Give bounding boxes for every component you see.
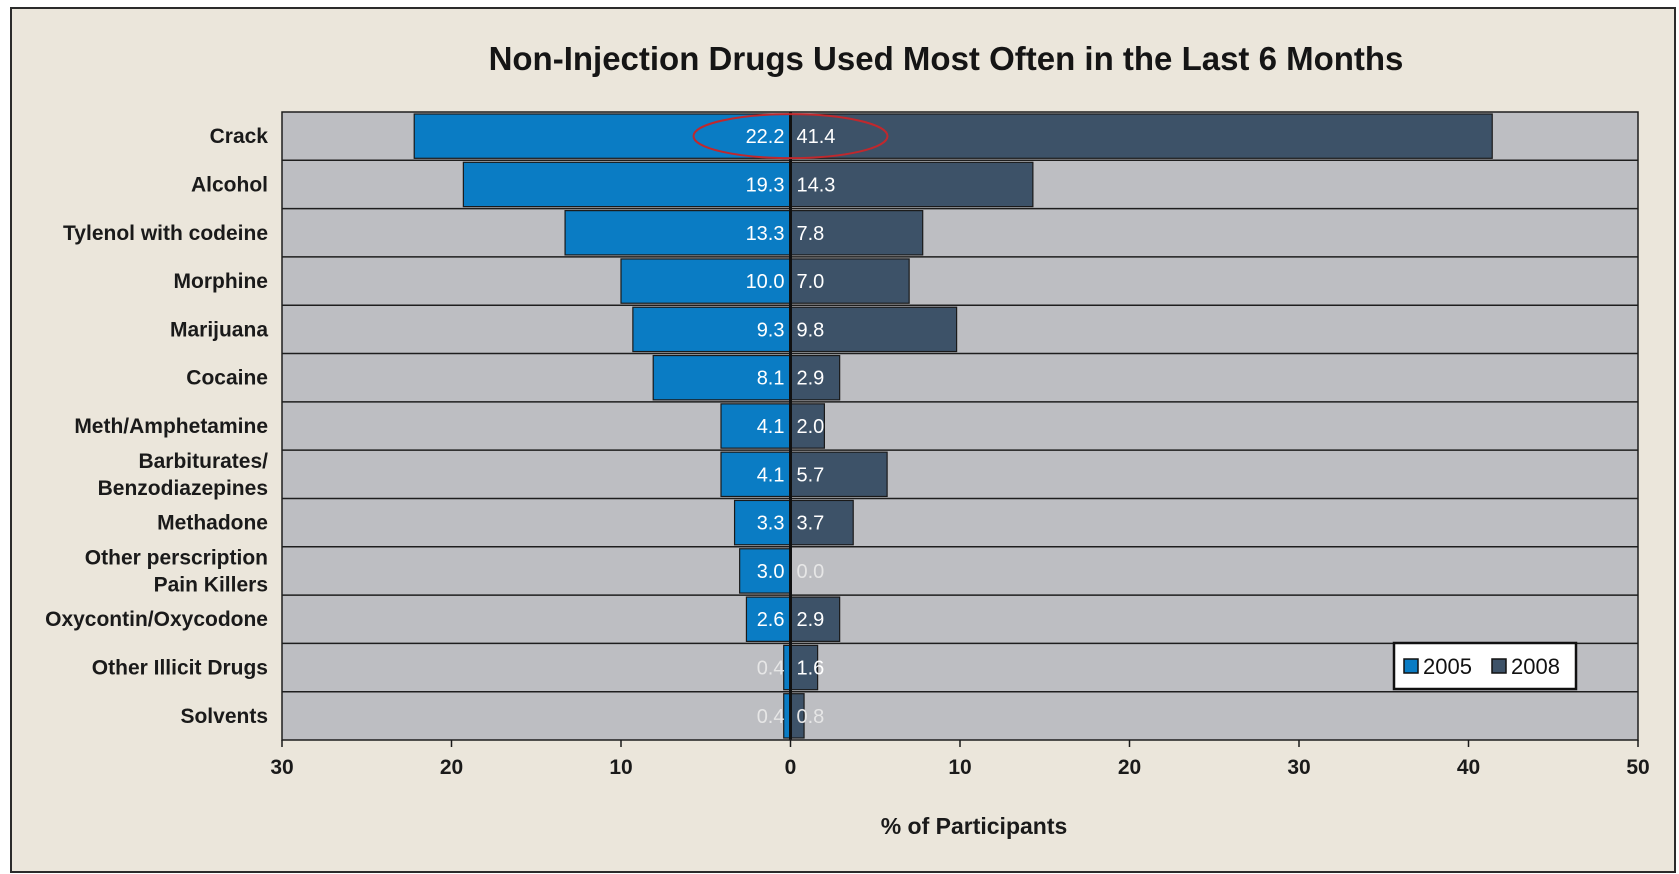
bar-2005 bbox=[739, 548, 792, 594]
category-label-line: Tylenol with codeine bbox=[63, 222, 268, 245]
plot-background bbox=[282, 112, 1638, 740]
x-tick-label: 10 bbox=[948, 756, 971, 779]
bar-2005 bbox=[462, 161, 792, 208]
data-label-2005: 19.3 bbox=[746, 174, 785, 196]
category-label-line: Solvents bbox=[180, 705, 268, 728]
data-label-2005: 4.1 bbox=[757, 464, 785, 486]
x-tick-label: 20 bbox=[1118, 756, 1141, 779]
data-label-2008: 14.3 bbox=[797, 174, 836, 196]
category-label-line: Meth/Amphetamine bbox=[74, 415, 268, 438]
category-label: Morphine bbox=[174, 270, 269, 293]
category-label: Other perscription Pain Killers bbox=[85, 546, 268, 596]
category-label-line: Marijuana bbox=[170, 318, 268, 341]
category-label: Cocaine bbox=[186, 367, 268, 390]
data-label-2008: 9.8 bbox=[797, 319, 825, 341]
x-tick-label: 50 bbox=[1626, 756, 1649, 779]
category-label: Other Illicit Drugs bbox=[92, 657, 268, 680]
category-label-line: Oxycontin/Oxycodone bbox=[45, 608, 268, 631]
data-label-2008: 1.6 bbox=[797, 658, 825, 680]
category-label-line: Other Illicit Drugs bbox=[92, 657, 268, 680]
category-label: Barbiturates/Benzodiazepines bbox=[98, 450, 269, 500]
data-label-2008: 2.9 bbox=[797, 609, 825, 631]
legend-swatch-2008 bbox=[1491, 658, 1507, 674]
category-label-line: Cocaine bbox=[186, 367, 268, 390]
data-label-2005: 0.4 bbox=[757, 658, 785, 680]
data-label-2008: 7.8 bbox=[797, 223, 825, 245]
bar-2005 bbox=[632, 306, 792, 353]
bar-2008 bbox=[789, 306, 958, 353]
x-tick-label: 20 bbox=[440, 756, 463, 779]
category-label: Methadone bbox=[157, 512, 268, 535]
data-label-2005: 0.4 bbox=[757, 706, 785, 728]
data-label-2008: 2.9 bbox=[797, 368, 825, 390]
bar-2005 bbox=[720, 451, 792, 498]
x-axis-label: % of Participants bbox=[881, 813, 1068, 839]
category-label: Oxycontin/Oxycodone bbox=[45, 608, 268, 631]
legend-box bbox=[1392, 641, 1578, 691]
category-label: Meth/Amphetamine bbox=[74, 415, 268, 438]
data-label-2008: 0.8 bbox=[797, 706, 825, 728]
bar-2005 bbox=[620, 258, 792, 304]
data-label-2008: 2.0 bbox=[797, 416, 825, 438]
category-label: Solvents bbox=[180, 705, 268, 728]
data-label-2005: 22.2 bbox=[746, 126, 785, 148]
category-label: Alcohol bbox=[191, 173, 268, 196]
bar-2008 bbox=[789, 644, 819, 691]
data-label-2005: 2.6 bbox=[757, 609, 785, 631]
category-label-line: Other perscription bbox=[85, 546, 268, 569]
highlight-ellipse bbox=[692, 113, 889, 160]
category-label-line: Pain Killers bbox=[154, 573, 268, 596]
bar-2005 bbox=[413, 113, 792, 159]
x-tick-label: 30 bbox=[1287, 756, 1310, 779]
bar-2008 bbox=[789, 258, 910, 304]
category-label-line: Methadone bbox=[157, 512, 268, 535]
data-label-2008: 41.4 bbox=[797, 126, 836, 148]
category-label: Tylenol with codeine bbox=[63, 222, 268, 245]
x-tick-label: 0 bbox=[785, 756, 797, 779]
category-label-line: Morphine bbox=[174, 270, 269, 293]
legend: 2005 2008 bbox=[1392, 641, 1578, 691]
data-label-2005: 3.3 bbox=[757, 513, 785, 535]
data-label-2008: 3.7 bbox=[797, 513, 825, 535]
data-label-2005: 13.3 bbox=[746, 223, 785, 245]
data-label-2005: 8.1 bbox=[757, 368, 785, 390]
x-tick-label: 10 bbox=[609, 756, 632, 779]
x-tick-label: 30 bbox=[270, 756, 293, 779]
bar-2008 bbox=[789, 596, 841, 642]
data-label-2005: 3.0 bbox=[757, 561, 785, 583]
bar-2008 bbox=[789, 354, 841, 401]
bar-2005 bbox=[564, 210, 792, 256]
data-label-2005: 4.1 bbox=[757, 416, 785, 438]
plot-area: 22.2 41.4 Crack 19.3 14.3 Alcohol 13.3 7.8 Tylen… bbox=[45, 111, 1650, 779]
legend-swatch-2005 bbox=[1403, 658, 1419, 674]
bar-2008 bbox=[789, 161, 1034, 208]
chart-title: Non-Injection Drugs Used Most Often in t… bbox=[489, 40, 1404, 77]
category-label-line: Alcohol bbox=[191, 173, 268, 196]
bar-2008 bbox=[789, 210, 924, 256]
data-label-2008: 5.7 bbox=[797, 464, 825, 486]
category-label: Marijuana bbox=[170, 318, 268, 341]
bar-2005 bbox=[652, 354, 792, 401]
bar-2005 bbox=[720, 403, 792, 449]
bar-2008 bbox=[789, 403, 826, 449]
category-label-line: Barbiturates/ bbox=[138, 450, 268, 473]
category-label-line: Crack bbox=[210, 125, 269, 148]
data-label-2008: 0.0 bbox=[797, 561, 825, 583]
data-label-2005: 10.0 bbox=[746, 271, 785, 293]
category-label: Crack bbox=[210, 125, 269, 148]
legend-label-2008: 2008 bbox=[1511, 654, 1560, 679]
data-label-2008: 7.0 bbox=[797, 271, 825, 293]
category-label-line: Benzodiazepines bbox=[98, 477, 268, 500]
legend-label-2005: 2005 bbox=[1423, 654, 1472, 679]
x-tick-label: 40 bbox=[1457, 756, 1480, 779]
bar-2008 bbox=[789, 113, 1493, 159]
data-label-2005: 9.3 bbox=[757, 319, 785, 341]
